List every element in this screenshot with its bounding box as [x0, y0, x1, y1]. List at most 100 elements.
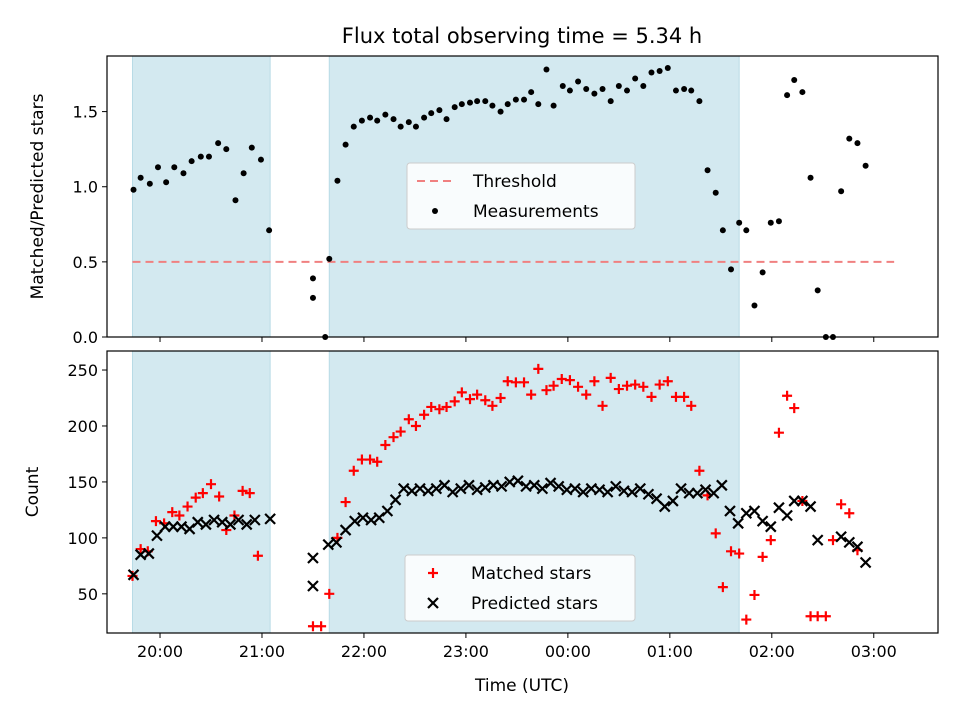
measurements-point-15 [257, 156, 264, 163]
measurements-point-77 [775, 218, 782, 225]
matched-stars-point-66 [694, 465, 705, 476]
measurements-point-22 [342, 141, 349, 148]
measurements-point-88 [862, 162, 869, 169]
predicted-stars-point-37 [471, 483, 483, 496]
predicted-stars-point-64 [691, 487, 704, 499]
matched-stars-point-3 [150, 516, 161, 527]
x-tick-label: 23:00 [443, 642, 489, 661]
measurements-point-51 [566, 87, 573, 94]
measurements-point-16 [266, 227, 273, 234]
matched-stars-point-82 [820, 611, 831, 622]
measurements-point-58 [624, 87, 631, 94]
measurements-point-34 [436, 107, 443, 114]
predicted-stars-point-20 [330, 536, 343, 549]
measurements-point-39 [474, 98, 481, 105]
measurements-point-36 [451, 104, 458, 111]
measurements-point-29 [397, 123, 404, 130]
matched-stars-point-11 [214, 491, 225, 502]
predicted-stars-point-35 [455, 482, 467, 495]
measurements-point-47 [535, 101, 542, 108]
predicted-stars-point-58 [642, 488, 655, 501]
predicted-stars-point-14 [240, 518, 253, 531]
matched-stars-point-54 [597, 400, 608, 411]
matched-stars-point-57 [622, 380, 633, 391]
measurements-point-63 [664, 65, 671, 72]
measurements-point-40 [482, 98, 489, 105]
x-tick-label: 21:00 [239, 642, 285, 661]
measurements-point-67 [696, 98, 703, 105]
matched-stars-point-53 [589, 376, 600, 387]
predicted-stars-point-32 [430, 482, 443, 495]
matched-stars-point-38 [472, 389, 483, 400]
measurements-point-64 [672, 87, 679, 94]
matched-stars-point-7 [182, 501, 193, 512]
measurements-point-11 [223, 146, 230, 153]
measurements-point-87 [854, 140, 861, 147]
legend-measurements-swatch [432, 208, 438, 214]
predicted-stars-point-77 [796, 495, 809, 507]
measurements-point-37 [458, 101, 465, 108]
matched-stars-point-68 [710, 528, 721, 539]
matched-stars-point-39 [480, 395, 491, 406]
predicted-stars-point-17 [307, 552, 319, 564]
measurements-point-23 [350, 123, 357, 130]
matched-stars-point-27 [388, 432, 399, 443]
matched-stars-point-74 [757, 551, 768, 562]
matched-stars-point-72 [741, 614, 752, 625]
predicted-stars-point-60 [658, 500, 671, 513]
measurements-point-43 [504, 101, 511, 108]
matched-stars-point-78 [789, 403, 800, 414]
predicted-stars-point-24 [365, 514, 377, 526]
predicted-stars-point-42 [512, 475, 524, 487]
predicted-stars-point-12 [224, 518, 237, 531]
measurements-point-30 [405, 119, 412, 126]
matched-stars-point-73 [749, 589, 760, 600]
x-axis-label: Time (UTC) [474, 676, 569, 696]
matched-stars-point-69 [717, 582, 728, 593]
matched-stars-point-16 [252, 550, 263, 561]
predicted-stars-point-52 [593, 483, 606, 496]
chart-title: Flux total observing time = 5.34 h [342, 24, 702, 48]
matched-stars-point-52 [581, 389, 592, 400]
predicted-stars-point-83 [859, 556, 872, 569]
predicted-stars-point-72 [756, 515, 769, 527]
matched-stars-point-48 [548, 380, 559, 391]
measurements-point-24 [358, 117, 365, 124]
predicted-stars-point-79 [811, 534, 824, 546]
measurements-point-55 [599, 86, 606, 93]
measurements-point-42 [497, 108, 504, 115]
predicted-stars-point-54 [610, 480, 622, 493]
measurements-point-31 [412, 123, 419, 130]
measurements-point-50 [559, 83, 566, 90]
y-tick-label: 1.0 [73, 178, 98, 197]
predicted-stars-point-36 [463, 479, 475, 492]
measurements-point-81 [807, 174, 814, 181]
measurements-point-14 [248, 144, 255, 151]
predicted-stars-point-10 [208, 514, 220, 526]
measurements-point-76 [767, 219, 774, 226]
plot-frame-0 [106, 55, 939, 338]
measurements-point-44 [512, 96, 519, 103]
measurements-point-9 [205, 153, 212, 160]
predicted-stars-point-19 [322, 538, 335, 551]
y-tick-label: 250 [67, 361, 98, 380]
predicted-stars-point-44 [528, 479, 541, 492]
y-tick-label: 150 [67, 473, 98, 492]
predicted-stars-point-75 [781, 509, 793, 522]
predicted-stars-point-61 [667, 495, 679, 507]
measurements-point-17 [309, 275, 316, 282]
matched-stars-point-55 [605, 372, 616, 383]
predicted-stars-point-30 [414, 482, 426, 495]
matched-stars-point-35 [449, 396, 460, 407]
matched-stars-point-59 [638, 381, 649, 392]
matched-stars-point-65 [686, 400, 697, 411]
predicted-stars-point-68 [724, 505, 736, 517]
predicted-stars-point-2 [143, 547, 155, 560]
x-tick-label: 22:00 [341, 642, 387, 661]
measurements-point-41 [489, 102, 496, 109]
matched-stars-point-71 [734, 548, 745, 559]
measurements-point-62 [656, 68, 663, 75]
matched-stars-point-56 [613, 384, 624, 395]
predicted-stars-point-49 [569, 482, 581, 495]
predicted-stars-point-80 [835, 530, 847, 543]
